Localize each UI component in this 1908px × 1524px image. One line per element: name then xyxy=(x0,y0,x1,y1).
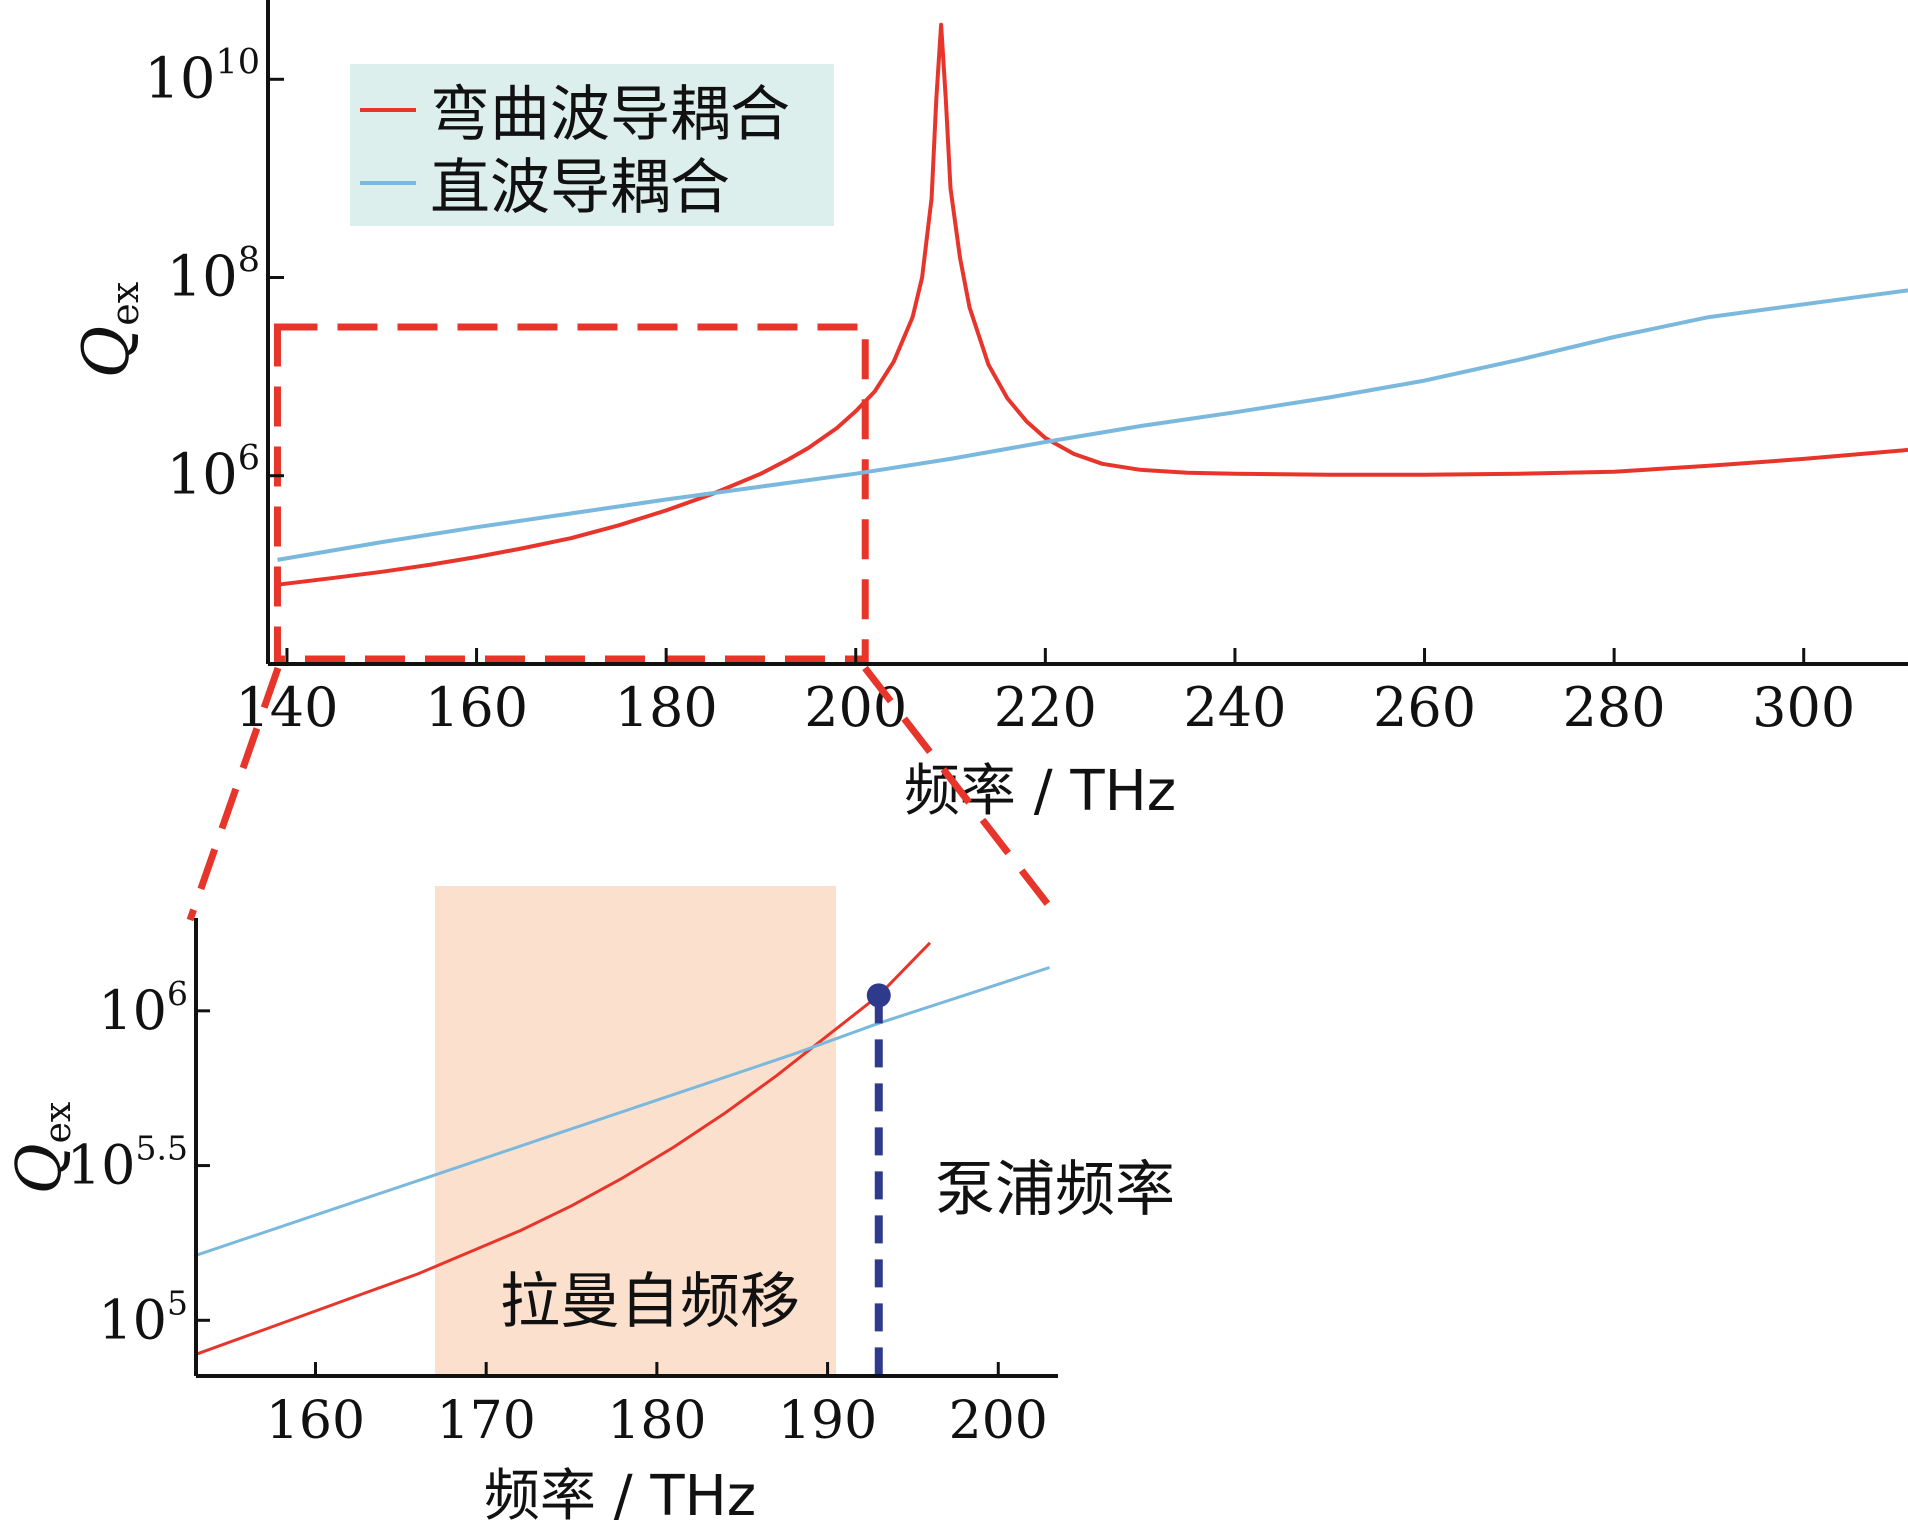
x-tick-label: 180 xyxy=(607,1391,706,1451)
x-tick-label: 160 xyxy=(425,676,528,739)
bottom-y-label-sub: ex xyxy=(38,1102,79,1144)
y-tick-exponent: 8 xyxy=(238,240,260,280)
bottom-y-axis-label: Qex xyxy=(2,1102,79,1194)
top-axes xyxy=(266,0,1908,666)
x-tick-label: 200 xyxy=(949,1391,1048,1451)
x-tick-label: 190 xyxy=(778,1391,877,1451)
y-tick-label: 108 xyxy=(166,240,260,309)
y-tick-exponent: 6 xyxy=(238,439,260,479)
x-tick-label: 240 xyxy=(1183,676,1286,739)
zoom-connectors xyxy=(186,665,1063,923)
bottom-axes xyxy=(194,918,1058,1378)
top-y-label-sub: ex xyxy=(103,282,147,326)
raman-band-label: 拉曼自频移 xyxy=(500,1267,800,1337)
x-tick-label: 180 xyxy=(615,676,718,739)
zoom-connector-left xyxy=(186,666,282,922)
x-tick-label: 300 xyxy=(1752,676,1855,739)
y-tick-label: 1010 xyxy=(144,42,260,111)
y-tick-base: 10 xyxy=(166,443,237,508)
top-plot-lines xyxy=(277,22,1908,587)
y-tick-label: 106 xyxy=(98,974,188,1042)
y-tick-label: 105.5 xyxy=(67,1129,188,1197)
top-y-label-main: Q xyxy=(70,326,144,378)
pump-point xyxy=(866,983,891,1008)
bottom-y-label-main: Q xyxy=(2,1143,75,1194)
y-tick-label: 106 xyxy=(166,439,260,508)
bottom-plot-lines xyxy=(195,941,1050,1356)
x-tick-label: 280 xyxy=(1563,676,1666,739)
legend-label-bent: 弯曲波导耦合 xyxy=(430,80,790,150)
y-tick-base: 10 xyxy=(144,46,215,111)
series-line-bent xyxy=(277,22,1908,587)
series-line-straight xyxy=(195,966,1050,1257)
y-tick-exponent: 5.5 xyxy=(136,1129,188,1168)
zoom-box-rect xyxy=(273,323,869,663)
y-tick-base: 10 xyxy=(166,244,237,309)
zoom-connector-right xyxy=(862,665,1063,923)
bottom-x-axis-label: 频率 / THz xyxy=(484,1464,756,1524)
x-tick-label: 220 xyxy=(994,676,1097,739)
legend-background xyxy=(350,64,834,226)
series-line-straight xyxy=(277,288,1908,562)
y-tick-exponent: 6 xyxy=(167,974,188,1013)
bottom-x-ticks: 160 170 180 190 200 xyxy=(266,1362,1048,1451)
zoom-box xyxy=(273,323,869,663)
x-tick-label: 140 xyxy=(235,676,338,739)
y-tick-label: 105 xyxy=(98,1283,188,1351)
y-tick-exponent: 5 xyxy=(167,1283,188,1322)
y-tick-exponent: 10 xyxy=(215,42,260,82)
x-tick-label: 260 xyxy=(1373,676,1476,739)
x-tick-label: 200 xyxy=(804,676,907,739)
x-tick-label: 170 xyxy=(437,1391,536,1451)
y-tick-base: 10 xyxy=(98,979,167,1042)
pump-label: 泵浦频率 xyxy=(935,1155,1175,1225)
top-x-ticks: 140 160 180 200 220 240 260 280 300 xyxy=(235,648,1855,739)
y-tick-base: 10 xyxy=(67,1134,136,1197)
top-x-axis-label: 频率 / THz xyxy=(904,759,1176,824)
x-tick-label: 160 xyxy=(266,1391,365,1451)
raman-band xyxy=(434,886,837,1376)
y-tick-base: 10 xyxy=(98,1288,167,1351)
legend: 弯曲波导耦合 直波导耦合 xyxy=(350,64,834,226)
top-y-axis-label: Qex xyxy=(70,282,147,378)
legend-label-straight: 直波导耦合 xyxy=(430,153,730,223)
